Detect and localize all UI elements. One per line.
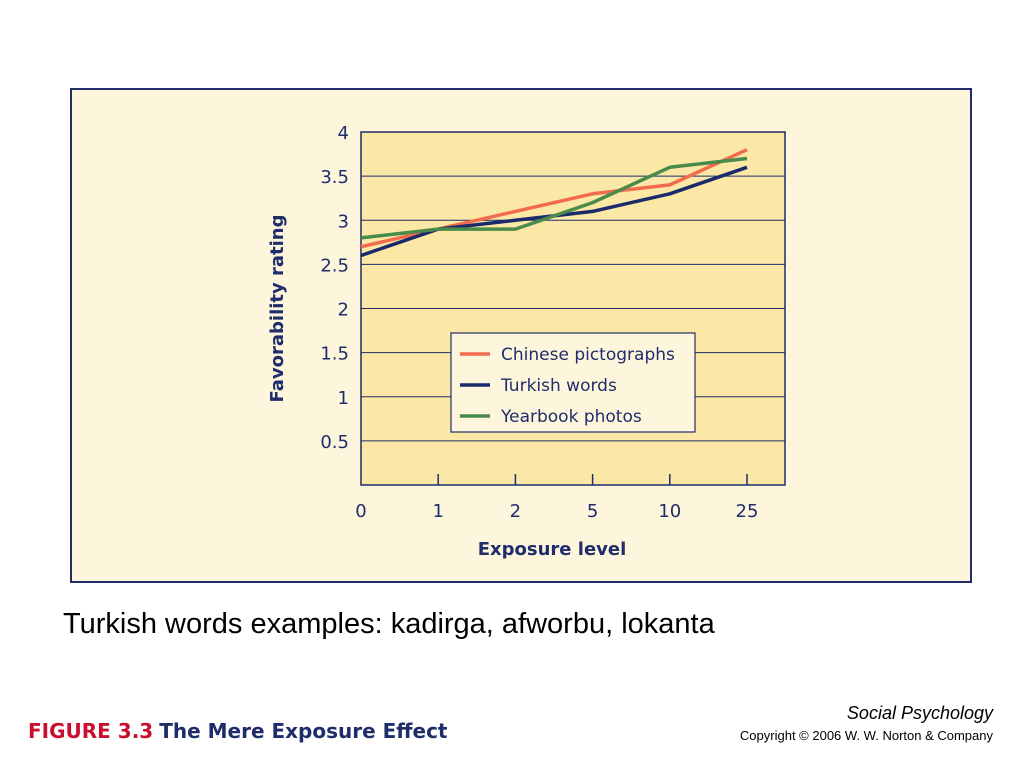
y-tick-label: 4 (338, 123, 349, 144)
figure-frame: 0.5 1 1.5 2 2.5 3 3.5 4 0 1 2 5 10 25 Exposure level Fa… (70, 88, 972, 583)
x-tick-label: 25 (736, 501, 759, 522)
y-tick-label: 0.5 (320, 432, 349, 453)
y-tick-label: 1.5 (320, 344, 349, 365)
series-line (360, 156, 748, 240)
legend-label: Chinese pictographs (501, 345, 675, 365)
caption: Turkish words examples: kadirga, afworbu… (63, 608, 715, 640)
figure-label: FIGURE 3.3 The Mere Exposure Effect (28, 719, 447, 743)
x-tick-label: 5 (587, 501, 598, 522)
x-tick-label: 2 (510, 501, 521, 522)
x-tick-label: 10 (658, 501, 681, 522)
x-axis-label: Exposure level (478, 539, 627, 560)
y-axis-label: Favorability rating (267, 214, 288, 402)
figure-title: The Mere Exposure Effect (159, 719, 448, 743)
legend-label: Yearbook photos (500, 407, 642, 427)
copyright-notice: Copyright © 2006 W. W. Norton & Company (739, 728, 993, 743)
y-tick-label: 3 (338, 211, 349, 232)
figure-number: FIGURE 3.3 (28, 719, 154, 743)
legend-box (450, 332, 696, 433)
book-title: Social Psychology (846, 703, 993, 723)
y-tick-label: 3.5 (320, 167, 349, 188)
y-tick-label: 2 (338, 300, 349, 321)
x-tick-label: 1 (432, 501, 443, 522)
legend-label: Turkish words (500, 376, 617, 396)
x-tick-label: 0 (355, 501, 366, 522)
y-tick-label: 2.5 (320, 255, 349, 276)
y-tick-label: 1 (338, 388, 349, 409)
